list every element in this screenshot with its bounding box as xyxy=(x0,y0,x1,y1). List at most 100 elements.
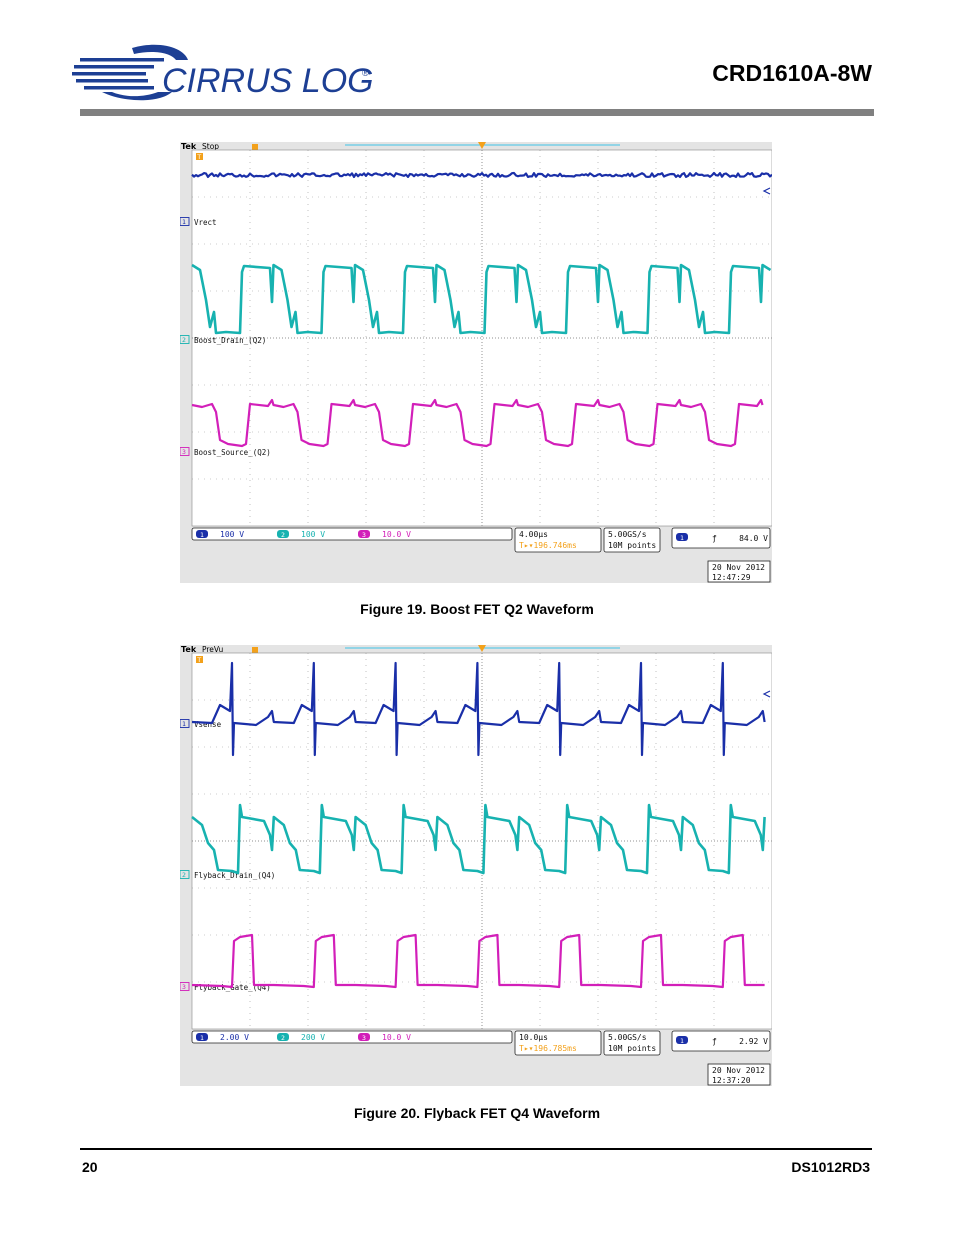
trigger-slope-icon: ƒ xyxy=(712,1037,717,1046)
sample-rate-value: 5.00GS/s xyxy=(608,530,647,539)
trigger-source-badge xyxy=(676,1036,688,1044)
record-length-value: 10M points xyxy=(608,1044,656,1053)
channel-2-scale-badge xyxy=(277,1033,289,1041)
acquisition-readout xyxy=(603,1030,661,1056)
oscilloscope-screenshot-boost: Tek Stop T 1 Vrect 2 Boost_Drain_(Q2) 3 Boost_So… xyxy=(180,142,772,583)
logo-wordmark: CIRRUS LOGIC xyxy=(162,62,372,100)
trigger-source-number: 1 xyxy=(680,1037,684,1045)
cirrus-logic-logo: CIRRUS LOGIC ® xyxy=(72,42,408,104)
channel-1-ground-marker-icon xyxy=(180,719,190,728)
vertical-scale-readout xyxy=(191,527,513,541)
scope-brand: Tek xyxy=(181,645,197,654)
logo-registered-mark: ® xyxy=(362,68,369,78)
trigger-level-value: 2.92 V xyxy=(739,1037,768,1046)
footer-rule xyxy=(80,1148,872,1150)
graticule-border xyxy=(191,652,772,1030)
channel-3-marker-number: 3 xyxy=(182,448,186,456)
trigger-position-value: T▸▾196.785ms xyxy=(519,1044,577,1053)
scope-top-bar xyxy=(180,645,772,653)
trigger-t-icon xyxy=(196,153,203,160)
trigger-level-arrow-icon xyxy=(762,690,771,698)
channel-3-name: Boost_Source_(Q2) xyxy=(194,448,271,457)
channel-2-name: Boost_Drain_(Q2) xyxy=(194,336,266,345)
channel-1-name: Vsense xyxy=(194,720,222,729)
oscilloscope-screenshot-flyback: Tek PreVu T 1 Vsense 2 Flyback_Drain_(Q4) 3 Flyb… xyxy=(180,645,772,1086)
channel-3-ground-marker-icon xyxy=(180,982,190,991)
trigger-slope-icon: ƒ xyxy=(712,534,717,543)
channel-1-ground-marker-icon xyxy=(180,217,190,226)
channel-2-name: Flyback_Drain_(Q4) xyxy=(194,871,275,880)
channel-1-waveform xyxy=(191,661,766,757)
channel-1-scale-badge-number: 1 xyxy=(200,531,204,539)
trigger-position-icon xyxy=(252,647,258,653)
figure-19-caption: Figure 19. Boost FET Q2 Waveform xyxy=(360,601,594,617)
trigger-t-icon xyxy=(196,656,203,663)
timestamp-readout xyxy=(707,1063,771,1086)
trigger-t-label: T xyxy=(196,656,201,664)
channel-1-name: Vrect xyxy=(194,218,217,227)
record-length-value: 10M points xyxy=(608,541,656,550)
channel-3-volts-per-div: 10.0 V xyxy=(382,1033,411,1042)
channel-1-scale-badge-number: 1 xyxy=(200,1034,204,1042)
graticule-border xyxy=(191,149,772,527)
trigger-level-arrow-icon xyxy=(762,187,771,195)
scope-top-bar xyxy=(180,142,772,150)
channel-3-scale-badge-number: 3 xyxy=(362,531,366,539)
capture-date: 20 Nov 2012 xyxy=(712,563,765,572)
sample-rate-value: 5.00GS/s xyxy=(608,1033,647,1042)
channel-1-scale-badge xyxy=(196,530,208,538)
channel-2-waveform xyxy=(191,803,766,875)
channel-3-marker-number: 3 xyxy=(182,983,186,991)
horizontal-readout xyxy=(514,1030,602,1056)
channel-2-ground-marker-icon xyxy=(180,335,190,344)
channel-2-scale-badge-number: 2 xyxy=(281,1034,285,1042)
cirrus-logo-swoosh-icon: CIRRUS LOGIC ® xyxy=(72,44,408,101)
channel-3-waveform xyxy=(191,933,765,989)
channel-2-marker-number: 2 xyxy=(182,336,186,344)
trigger-position-value: T▸▾196.746ms xyxy=(519,541,577,550)
header-rule xyxy=(80,109,874,116)
page-number: 20 xyxy=(82,1159,98,1175)
channel-2-marker-number: 2 xyxy=(182,871,186,879)
capture-time: 12:37:20 xyxy=(712,1076,751,1085)
acquisition-readout xyxy=(603,527,661,553)
trigger-readout xyxy=(671,1030,771,1052)
trigger-time-marker-icon xyxy=(478,142,486,149)
horizontal-readout xyxy=(514,527,602,553)
channel-1-marker-number: 1 xyxy=(182,720,186,728)
trigger-source-badge xyxy=(676,533,688,541)
channel-2-scale-badge xyxy=(277,530,289,538)
capture-time: 12:47:29 xyxy=(712,573,751,582)
channel-2-waveform xyxy=(191,263,772,335)
vertical-scale-readout xyxy=(191,1030,513,1044)
trigger-t-label: T xyxy=(196,153,201,161)
figure-20-caption: Figure 20. Flyback FET Q4 Waveform xyxy=(353,1105,601,1121)
scope-brand: Tek xyxy=(181,142,197,151)
scope-acquisition-state: PreVu xyxy=(202,645,224,654)
timebase-value: 10.0μs xyxy=(519,1033,548,1042)
channel-2-ground-marker-icon xyxy=(180,870,190,879)
channel-1-waveform xyxy=(191,171,772,179)
timebase-value: 4.00μs xyxy=(519,530,548,539)
channel-1-volts-per-div: 2.00 V xyxy=(220,1033,249,1042)
capture-date: 20 Nov 2012 xyxy=(712,1066,765,1075)
channel-3-volts-per-div: 10.0 V xyxy=(382,530,411,539)
channel-3-scale-badge-number: 3 xyxy=(362,1034,366,1042)
trigger-level-value: 84.0 V xyxy=(739,534,768,543)
channel-3-waveform xyxy=(191,398,764,448)
trigger-source-number: 1 xyxy=(680,534,684,542)
trigger-readout xyxy=(671,527,771,549)
trigger-time-marker-icon xyxy=(478,645,486,652)
trigger-position-icon xyxy=(252,144,258,150)
channel-1-volts-per-div: 100 V xyxy=(220,530,244,539)
timestamp-readout xyxy=(707,560,771,583)
channel-2-scale-badge-number: 2 xyxy=(281,531,285,539)
scope-acquisition-state: Stop xyxy=(202,142,219,151)
channel-3-scale-badge xyxy=(358,1033,370,1041)
channel-2-volts-per-div: 200 V xyxy=(301,1033,325,1042)
channel-3-ground-marker-icon xyxy=(180,447,190,456)
channel-2-volts-per-div: 100 V xyxy=(301,530,325,539)
channel-1-marker-number: 1 xyxy=(182,218,186,226)
document-id: DS1012RD3 xyxy=(791,1159,870,1175)
channel-3-scale-badge xyxy=(358,530,370,538)
